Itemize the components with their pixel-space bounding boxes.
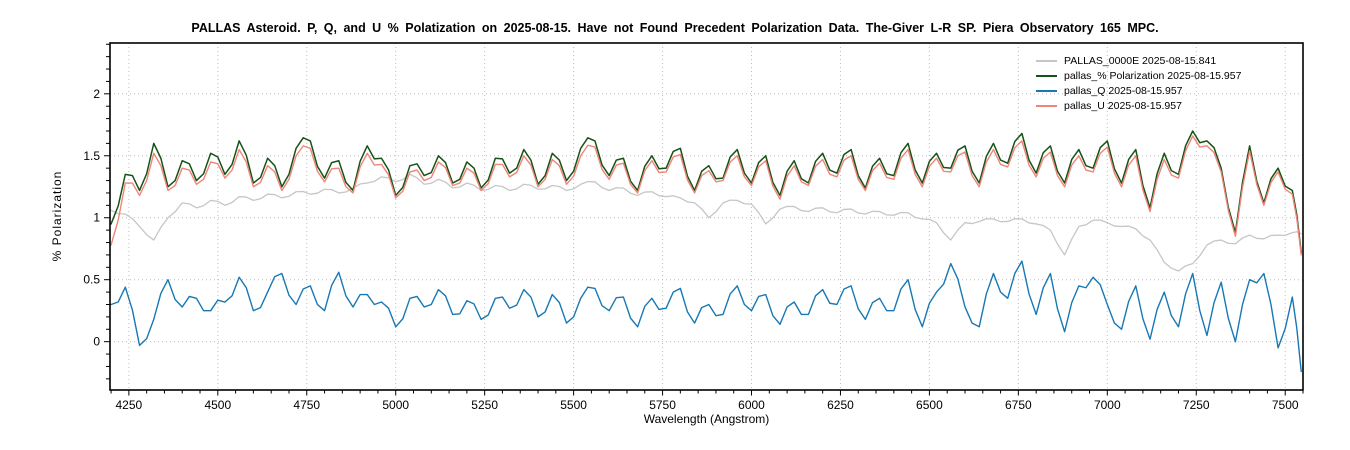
legend-item: pallas_U 2025-08-15.957 [1036,98,1241,113]
x-tick-label: 4250 [116,398,143,412]
y-tick-label: 1 [93,211,100,225]
x-tick-label: 6250 [827,398,854,412]
series-line-2 [110,260,1302,373]
x-tick-label: 6000 [738,398,765,412]
legend-label: PALLAS_0000E 2025-08-15.841 [1064,54,1217,67]
x-axis-label: Wavelength (Angstrom) [643,412,770,426]
y-tick-label: 2 [93,87,100,101]
x-tick-label: 5750 [649,398,676,412]
legend: PALLAS_0000E 2025-08-15.841 pallas_% Pola… [1036,53,1241,113]
y-tick-label: 0 [93,335,100,349]
x-tick-label: 7250 [1183,398,1210,412]
legend-swatch [1036,104,1057,107]
legend-swatch [1036,89,1057,92]
chart-title: PALLAS Asteroid. P, Q, and U % Polatizat… [191,21,1159,35]
x-tick-label: 6750 [1005,398,1032,412]
x-tick-label: 5000 [382,398,409,412]
legend-label: pallas_U 2025-08-15.957 [1064,99,1182,112]
plot-frame [109,42,1304,391]
x-tick-label: 5500 [560,398,587,412]
legend-item: pallas_% Polarization 2025-08-15.957 [1036,68,1241,83]
series-line-0 [110,173,1302,272]
legend-swatch [1036,74,1057,77]
legend-swatch [1036,59,1057,62]
y-tick-label: 0.5 [83,273,100,287]
legend-item: pallas_Q 2025-08-15.957 [1036,83,1241,98]
series-line-1 [110,130,1302,254]
series-line-3 [110,135,1302,256]
y-axis-label: % Polarization [50,170,64,262]
x-tick-label: 4750 [293,398,320,412]
y-tick-label: 1.5 [83,149,100,163]
legend-label: pallas_Q 2025-08-15.957 [1064,84,1183,97]
x-tick-label: 7500 [1272,398,1299,412]
x-tick-label: 7000 [1094,398,1121,412]
legend-label: pallas_% Polarization 2025-08-15.957 [1064,69,1242,82]
x-tick-label: 6500 [916,398,943,412]
x-tick-label: 4500 [204,398,231,412]
x-tick-label: 5250 [471,398,498,412]
legend-item: PALLAS_0000E 2025-08-15.841 [1036,53,1241,68]
